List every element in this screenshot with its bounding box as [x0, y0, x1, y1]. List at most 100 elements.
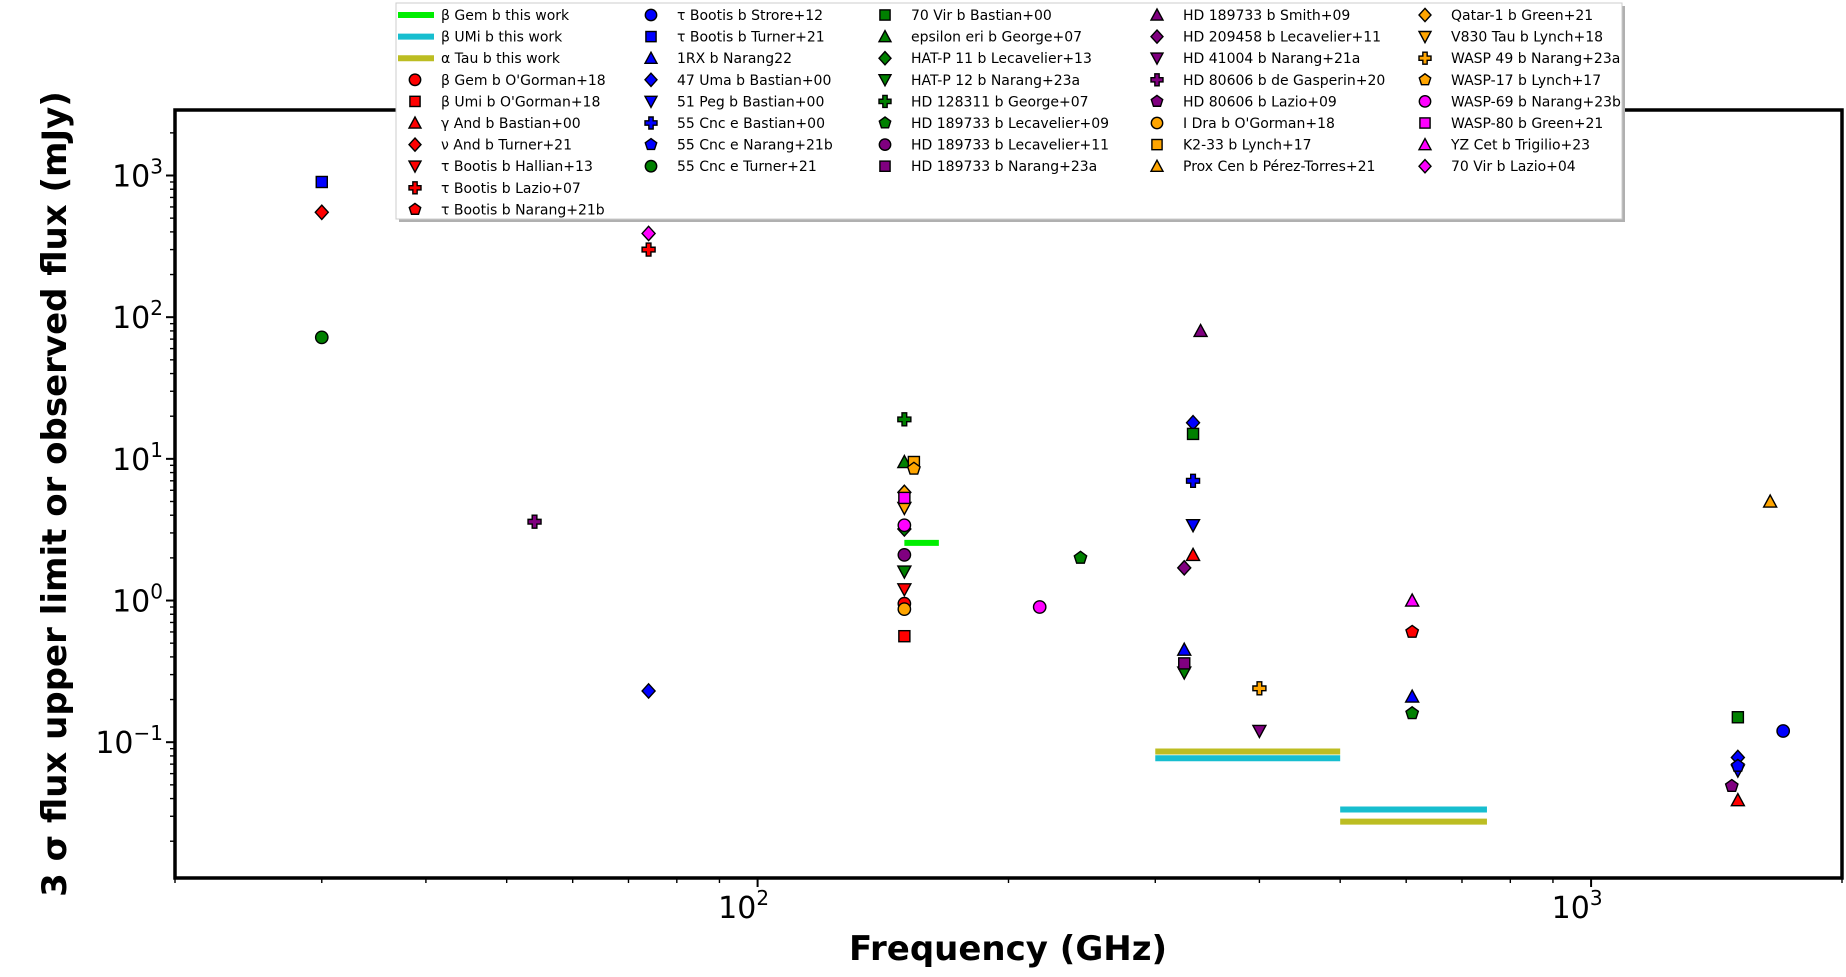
point-hd-41004-b-narang-21a	[1251, 724, 1268, 739]
legend-marker-wasp-17-b-lynch-17	[1418, 72, 1432, 86]
legend-label: WASP-80 b Green+21	[1451, 116, 1603, 132]
legend-label: WASP 49 b Narang+23a	[1451, 51, 1620, 67]
legend-marker-55-cnc-e-turner-21	[644, 159, 658, 173]
y-tick-base: 10	[112, 301, 150, 336]
legend-marker-umi-b-o-gorman-18	[409, 95, 421, 108]
legend-label: YZ Cet b Trigilio+23	[1450, 138, 1590, 154]
legend-marker-hd-128311-b-george-07	[878, 94, 892, 109]
x-tick-base: 10	[1552, 891, 1590, 926]
point-70-vir-b-lazio-04	[641, 225, 657, 242]
y-tick-label: 10−1	[95, 721, 163, 761]
y-tick-exponent: 3	[150, 155, 163, 179]
point-70-vir-b-bastian-00	[1731, 711, 1745, 724]
plot-frame	[173, 108, 1844, 880]
point-prox-cen-b-p-rez-torres-21	[1762, 493, 1778, 508]
legend-marker-47-uma-b-bastian-00	[644, 72, 658, 88]
legend-marker-bootis-b-hallian-13	[407, 160, 423, 174]
point-55-cnc-e-bastian-00	[1185, 473, 1201, 488]
legend-label: τ Bootis b Hallian+13	[441, 159, 593, 175]
x-tick-label: 102	[718, 886, 769, 926]
point-wasp-69-b-narang-23b	[897, 518, 912, 533]
legend-label: HD 189733 b Smith+09	[1183, 8, 1350, 24]
legend-marker-k2-33-b-lynch-17	[1151, 138, 1163, 151]
legend-label: HD 80606 b de Gasperin+20	[1183, 73, 1385, 89]
legend-marker-and-b-turner-21	[408, 136, 422, 153]
legend-marker-qatar-1-b-green-21	[1418, 7, 1432, 23]
y-tick-label: 101	[112, 438, 163, 478]
point-55-cnc-e-narang-21b	[1730, 758, 1745, 772]
legend-label: 1RX b Narang22	[677, 51, 792, 67]
legend-marker-hd-189733-b-narang-23a	[879, 160, 891, 173]
point-i-dra-b-o-gorman-18	[897, 602, 912, 616]
x-axis-label: Frequency (GHz)	[849, 929, 1167, 969]
legend-marker-hat-p-11-b-lecavelier-13	[878, 50, 892, 66]
legend-label: τ Bootis b Turner+21	[677, 30, 825, 46]
legend-label: epsilon eri b George+07	[911, 30, 1082, 46]
point-umi-b-o-gorman-18	[898, 629, 911, 643]
legend-label: WASP-17 b Lynch+17	[1451, 73, 1601, 89]
point-hd-189733-b-lecavelier-09	[1405, 705, 1420, 720]
point-hd-209458-b-lecavelier-11	[1176, 559, 1192, 577]
legend-label: β Gem b this work	[441, 8, 570, 24]
legend-marker-hat-p-12-b-narang-23a	[877, 73, 893, 88]
point-hd-189733-b-narang-23a	[1178, 657, 1191, 670]
point-70-vir-b-bastian-00	[1186, 427, 1200, 441]
legend-marker-hd-80606-b-lazio-09	[1150, 94, 1164, 107]
legend-marker-hd-189733-b-smith-09	[1149, 7, 1165, 21]
legend-label: α Tau b this work	[441, 51, 561, 67]
legend-marker-hd-209458-b-lecavelier-11	[1150, 28, 1164, 45]
x-tick-exponent: 3	[1590, 886, 1603, 910]
point-bootis-b-narang-21b	[1405, 624, 1420, 638]
legend-marker-yz-cet-b-trigilio-23	[1417, 137, 1433, 151]
point-wasp-69-b-narang-23b	[1032, 600, 1047, 614]
legend-label: β Gem b O'Gorman+18	[441, 73, 606, 89]
legend-label: HD 209458 b Lecavelier+11	[1183, 30, 1381, 46]
legend-marker-70-vir-b-lazio-04	[1418, 158, 1432, 174]
legend-label: β UMi b this work	[441, 30, 563, 46]
x-tick-exponent: 2	[756, 886, 769, 910]
legend-label: Qatar-1 b Green+21	[1451, 8, 1593, 24]
point-hd-189733-b-lecavelier-11	[897, 547, 912, 562]
legend-marker-hd-80606-b-de-gasperin-20	[1150, 73, 1164, 87]
legend-label: β Umi b O'Gorman+18	[441, 94, 600, 110]
legend-label: HAT-P 12 b Narang+23a	[911, 73, 1080, 89]
legend-label: τ Bootis b Lazio+07	[441, 181, 581, 197]
legend-label: γ And b Bastian+00	[441, 116, 581, 132]
legend-label: K2-33 b Lynch+17	[1183, 138, 1312, 154]
point-hd-80606-b-de-gasperin-20	[527, 514, 542, 529]
legend-marker-v830-tau-b-lynch-18	[1417, 30, 1433, 45]
legend-label: 47 Uma b Bastian+00	[677, 73, 831, 89]
legend-label: 55 Cnc e Bastian+00	[677, 116, 825, 132]
legend: β Gem b this work β UMi b this work α Tau …	[395, 2, 1625, 222]
legend-label: HD 189733 b Lecavelier+11	[911, 138, 1109, 154]
legend-marker-bootis-b-turner-21	[645, 30, 657, 43]
y-tick-label: 102	[112, 296, 163, 336]
legend-label: τ Bootis b Narang+21b	[441, 202, 605, 218]
legend-marker-bootis-b-strore-12	[644, 8, 658, 22]
legend-marker-bootis-b-narang-21b	[408, 202, 422, 215]
point-bootis-b-strore-12	[1776, 724, 1791, 738]
legend-label: I Dra b O'Gorman+18	[1183, 116, 1335, 132]
point-and-b-bastian-00	[1185, 546, 1201, 562]
legend-marker-1rx-b-narang22	[643, 50, 659, 64]
point-v830-tau-b-lynch-18	[896, 501, 913, 516]
point-wasp-80-b-green-21	[898, 491, 911, 505]
legend-marker-70-vir-b-bastian-00	[879, 9, 891, 21]
point-51-peg-b-bastian-00	[1185, 519, 1201, 534]
legend-label: V830 Tau b Lynch+18	[1451, 30, 1603, 46]
point-bootis-b-lazio-07	[641, 242, 656, 257]
point-yz-cet-b-trigilio-23	[1404, 592, 1420, 607]
point-wasp-49-b-narang-23a	[1252, 681, 1267, 696]
point-55-cnc-e-turner-21	[314, 330, 329, 345]
y-tick-label: 100	[112, 580, 163, 620]
legend-marker-wasp-80-b-green-21	[1419, 117, 1431, 129]
legend-marker-hd-41004-b-narang-21a	[1149, 52, 1165, 66]
y-tick-exponent: 1	[150, 438, 163, 462]
legend-marker-prox-cen-b-p-rez-torres-21	[1149, 158, 1165, 173]
y-tick-base: 10	[95, 726, 133, 761]
legend-marker-55-cnc-e-bastian-00	[644, 116, 658, 130]
x-tick-label: 103	[1552, 886, 1603, 926]
legend-marker-wasp-69-b-narang-23b	[1418, 95, 1432, 108]
